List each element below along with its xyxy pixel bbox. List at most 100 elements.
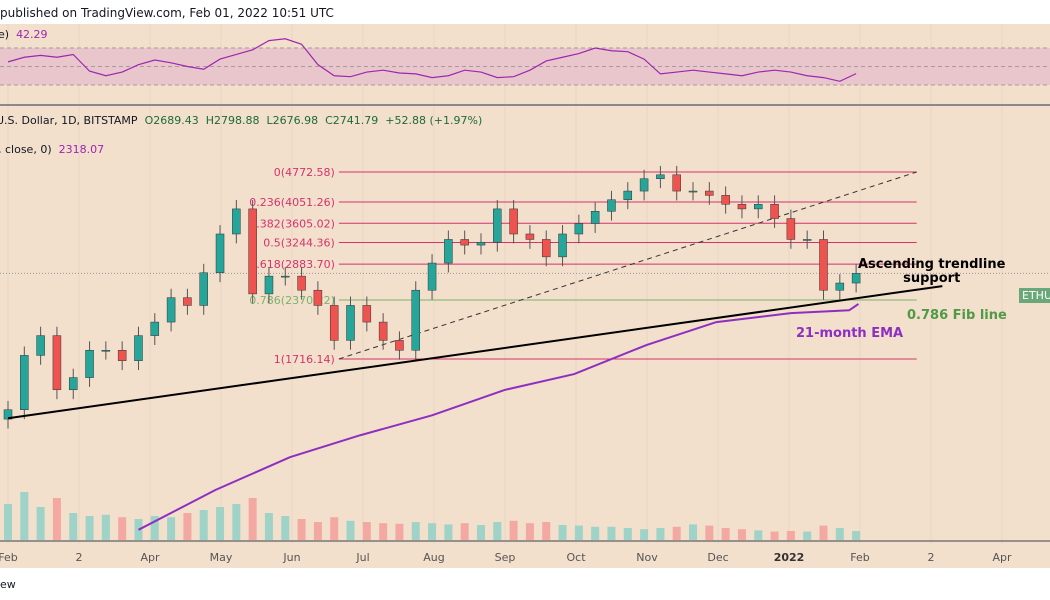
candle-body: [476, 241, 486, 246]
fib-level-label: 0(4772.58): [274, 166, 335, 179]
x-tick-label: Jul: [355, 551, 369, 564]
candle-body: [313, 289, 323, 306]
fib-level-label: 0.618(2883.70): [249, 258, 335, 271]
volume-bar: [330, 517, 339, 540]
publish-text: published on TradingView.com, Feb 01, 20…: [0, 6, 334, 20]
candle-body: [411, 289, 420, 351]
candle-body: [493, 208, 502, 243]
candle-body: [656, 174, 665, 179]
candle-body: [378, 321, 388, 341]
x-tick-label: Oct: [566, 551, 586, 564]
ema-line: [138, 303, 860, 531]
candle-body: [215, 233, 225, 274]
candle-body: [183, 297, 192, 306]
candle-body: [672, 174, 681, 192]
x-tick-label: Sep: [495, 551, 516, 564]
symbol-label: U.S. Dollar, 1D, BITSTAMP: [0, 114, 138, 127]
volume-bar: [297, 519, 306, 540]
x-tick-label: 2022: [774, 551, 805, 564]
low-value: L2676.98: [266, 114, 319, 127]
rsi-value: 42.29: [16, 28, 48, 41]
candle-body: [36, 335, 45, 356]
volume-bar: [362, 522, 371, 540]
change-value: +52.88 (+1.97%): [385, 114, 483, 127]
annotation-line-1: Ascending trendline: [858, 257, 1006, 272]
candle-body: [590, 211, 600, 224]
x-tick-label: Feb: [850, 551, 869, 564]
volume-bar: [803, 531, 812, 540]
volume-bar: [216, 507, 225, 540]
volume-bar: [150, 516, 159, 540]
volume-bar: [607, 526, 616, 540]
volume-bar: [52, 498, 61, 540]
candle-body: [199, 272, 208, 306]
high-value: H2798.88: [205, 114, 260, 127]
x-tick-label: Dec: [707, 551, 728, 564]
candle-body: [851, 273, 861, 284]
candle-body: [232, 208, 241, 235]
candle-body: [329, 305, 339, 341]
volume-bar: [232, 504, 241, 540]
volume-bar: [395, 523, 404, 540]
candle-body: [3, 409, 13, 420]
volume-bar: [264, 513, 273, 540]
volume-bar: [754, 530, 763, 540]
candle-body: [819, 239, 828, 291]
volume-bar: [4, 504, 12, 540]
volume-bar: [737, 529, 746, 540]
volume-bar: [460, 523, 469, 540]
volume-bar: [558, 525, 567, 540]
candle-body: [509, 208, 518, 235]
candle-body: [541, 239, 551, 258]
candle-body: [558, 233, 567, 258]
candle-body: [52, 335, 62, 391]
footer: ew: [0, 568, 1050, 600]
rsi-legend-label: e): [0, 28, 10, 41]
volume-bar: [444, 524, 453, 540]
close-value: C2741.79: [325, 114, 379, 127]
volume-bar: [36, 507, 45, 540]
candle-body: [525, 233, 535, 240]
volume-bar: [183, 513, 192, 540]
volume-bar: [85, 516, 94, 540]
volume-bar: [118, 517, 127, 540]
ema-value: 2318.07: [58, 143, 105, 156]
volume-bar: [721, 528, 730, 540]
x-tick-label: 2: [76, 551, 83, 564]
candle-body: [248, 208, 257, 295]
volume-bar: [640, 529, 649, 540]
ema-annotation: 21-month EMA: [796, 326, 904, 341]
x-tick-label: Aug: [423, 551, 444, 564]
candle-body: [264, 275, 274, 295]
volume-bar: [623, 528, 632, 540]
candle-body: [85, 349, 94, 378]
candle-body: [835, 282, 845, 291]
volume-bar: [705, 525, 714, 540]
volume-bar: [248, 498, 257, 540]
footer-text: ew: [0, 578, 16, 591]
volume-bar: [411, 522, 420, 540]
candle-body: [770, 204, 779, 219]
annotation-line-2: support: [903, 271, 961, 286]
candle-body: [639, 178, 649, 192]
volume-bar: [346, 520, 355, 540]
x-tick-label: May: [210, 551, 233, 564]
trendline-annotation: Ascending trendline support: [858, 258, 1005, 286]
candle-body: [802, 239, 812, 241]
candle-body: [444, 239, 453, 264]
chart-area[interactable]: 0(4772.58) 0.236(4051.26) 0.382(3605.02) 0.…: [0, 24, 1050, 568]
candle-body: [688, 190, 698, 193]
volume-bar: [525, 523, 534, 540]
candle-body: [101, 349, 111, 352]
volume-bar: [101, 514, 110, 540]
ema-legend: , close, 0) 2318.07: [0, 143, 104, 156]
volume-bar: [379, 523, 388, 540]
candle-body: [166, 297, 176, 323]
candle-body: [117, 349, 127, 361]
candle-body: [427, 262, 437, 291]
fib-level-label: 1(1716.14): [274, 353, 335, 366]
volume-bar: [476, 525, 485, 540]
volume-bar: [313, 522, 322, 540]
candle-body: [20, 355, 29, 410]
x-tick-label: Jun: [282, 551, 300, 564]
